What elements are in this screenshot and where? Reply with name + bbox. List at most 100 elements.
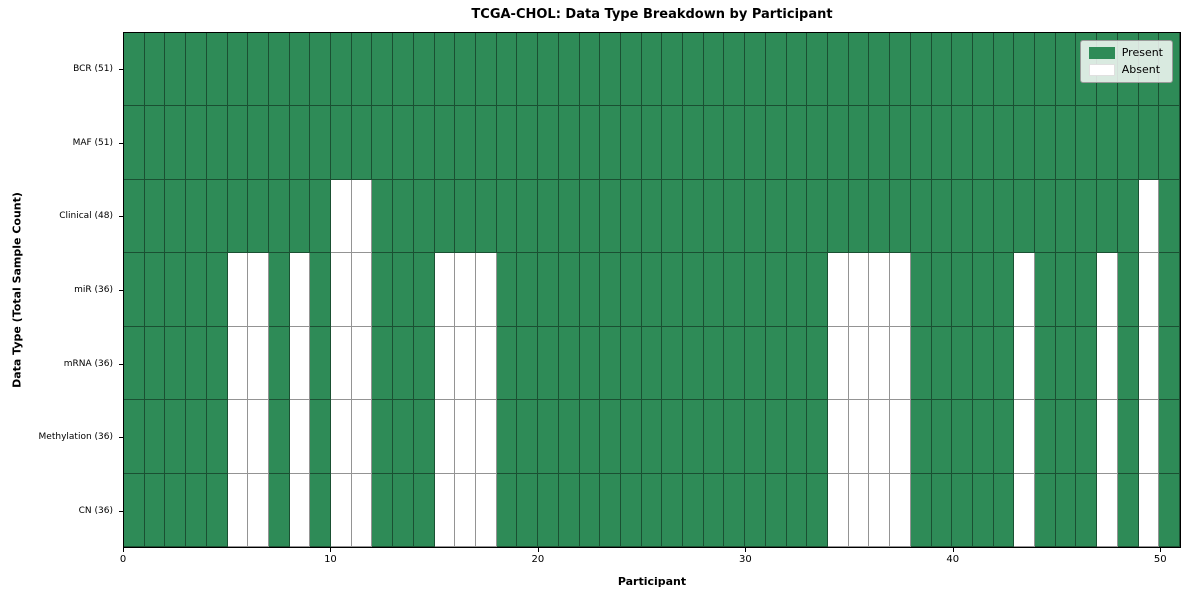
heatmap-cell (517, 179, 539, 254)
heatmap-cell (186, 33, 207, 107)
heatmap-cell (1055, 473, 1077, 547)
heatmap-cell (952, 326, 973, 401)
y-tick-mark (119, 363, 123, 365)
heatmap-cell (703, 253, 725, 327)
heatmap-cell (993, 33, 1015, 107)
heatmap-cell (765, 179, 787, 254)
heatmap-cell (600, 106, 621, 180)
heatmap-cell (910, 33, 932, 107)
heatmap-cell (890, 473, 911, 547)
heatmap-cell (476, 253, 497, 327)
y-tick-mark (119, 290, 123, 291)
heatmap-cell (331, 253, 352, 327)
heatmap-cell (1117, 326, 1139, 401)
heatmap-cell (765, 400, 787, 474)
heatmap-cell (1014, 400, 1036, 474)
heatmap-cell (724, 33, 746, 107)
heatmap-cell (1138, 400, 1160, 474)
heatmap-cell (227, 473, 249, 547)
heatmap-cell (538, 253, 559, 327)
heatmap-cell (620, 400, 642, 474)
heatmap-cell (310, 326, 332, 401)
heatmap-cell (910, 106, 932, 180)
heatmap-cell (993, 400, 1015, 474)
y-tick-label: MAF (51) (72, 137, 113, 148)
heatmap-cell (703, 326, 725, 401)
heatmap-cell (434, 326, 456, 401)
heatmap-cell (1035, 179, 1056, 254)
heatmap-cell (476, 179, 497, 254)
heatmap-cell (558, 33, 580, 107)
heatmap-cell (268, 400, 290, 474)
heatmap-cell (393, 473, 414, 547)
heatmap-cell (372, 253, 394, 327)
heatmap-cell (1159, 326, 1180, 401)
heatmap-cell (1076, 253, 1098, 327)
heatmap-cell (1035, 326, 1056, 401)
heatmap-cell (455, 33, 476, 107)
heatmap-cell (662, 326, 684, 401)
heatmap-cell (434, 400, 456, 474)
heatmap-cell (496, 33, 518, 107)
heatmap-cell (1076, 326, 1098, 401)
heatmap-cell (186, 473, 207, 547)
legend-label-present: Present (1121, 46, 1163, 59)
legend-item-present: Present (1088, 46, 1163, 59)
heatmap-cell (765, 326, 787, 401)
heatmap-cell (662, 33, 684, 107)
heatmap-cell (413, 179, 435, 254)
heatmap-cell (745, 473, 766, 547)
heatmap-cell (372, 33, 394, 107)
heatmap-cell (765, 106, 787, 180)
y-tick-label: miR (36) (74, 285, 113, 295)
heatmap-cell (248, 473, 269, 547)
heatmap-cell (144, 400, 166, 474)
y-tick-label: BCR (51) (73, 63, 113, 74)
heatmap-cell (807, 473, 828, 547)
heatmap-cell (268, 33, 290, 107)
heatmap-cell (186, 326, 207, 401)
heatmap-cell (227, 253, 249, 327)
heatmap-cell (268, 106, 290, 180)
heatmap-cell (869, 106, 891, 180)
heatmap-cell (807, 33, 828, 107)
heatmap-cell (248, 106, 269, 180)
heatmap-cell (972, 106, 994, 180)
heatmap-cell (745, 33, 766, 107)
heatmap-cell (641, 473, 663, 547)
heatmap-cell (1055, 179, 1077, 254)
heatmap-cell (124, 473, 145, 547)
heatmap-cell (848, 326, 870, 401)
heatmap-cell (372, 179, 394, 254)
heatmap-cell (331, 179, 352, 254)
heatmap-cell (1097, 326, 1118, 401)
heatmap-cell (413, 400, 435, 474)
heatmap-cell (952, 400, 973, 474)
heatmap-cell (703, 33, 725, 107)
heatmap-cell (890, 179, 911, 254)
heatmap-cell (662, 179, 684, 254)
heatmap-cell (476, 326, 497, 401)
heatmap-cell (1117, 179, 1139, 254)
heatmap-cell (890, 33, 911, 107)
heatmap-cell (331, 33, 352, 107)
heatmap-cell (413, 33, 435, 107)
heatmap-cell (268, 253, 290, 327)
chart-title: TCGA-CHOL: Data Type Breakdown by Partic… (471, 7, 833, 22)
heatmap-cell (600, 473, 621, 547)
heatmap-cell (931, 326, 953, 401)
y-tick-label: Clinical (48) (59, 211, 113, 222)
heatmap-cell (786, 253, 808, 327)
heatmap-cell (786, 400, 808, 474)
heatmap-cell (558, 326, 580, 401)
heatmap-cell (765, 473, 787, 547)
heatmap-cell (910, 179, 932, 254)
heatmap-cell (434, 473, 456, 547)
x-axis: 0 10 20 30 40 50 (120, 548, 1181, 578)
heatmap-cell (268, 179, 290, 254)
y-tick-mark (119, 216, 123, 218)
heatmap-cell (765, 33, 787, 107)
heatmap-cell (351, 253, 373, 327)
heatmap-cell (765, 253, 787, 327)
heatmap-cell (124, 253, 145, 327)
